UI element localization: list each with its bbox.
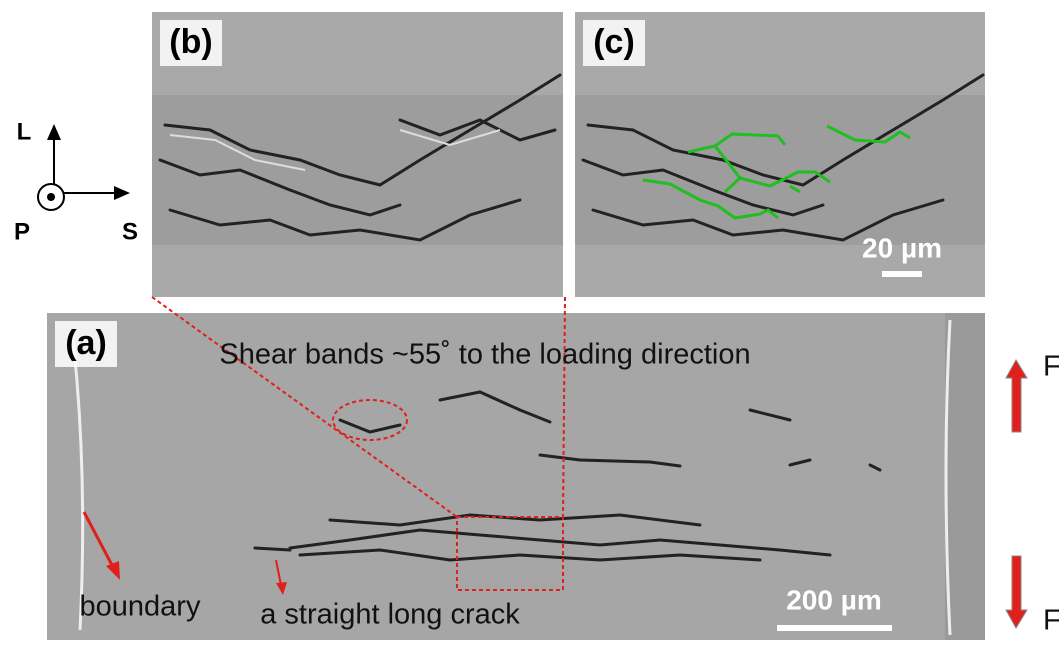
axis-label: L — [17, 118, 32, 145]
orientation-axes: L P S — [14, 118, 138, 245]
annotation: a straight long crack — [260, 599, 520, 631]
figure: (b) (c) 20 µm (a) Shear bands ~ — [0, 0, 1059, 645]
annotation: boundary — [80, 591, 201, 623]
axis-label: S — [122, 218, 138, 245]
scale-bar-label: 200 µm — [786, 584, 882, 615]
panel-a: (a) Shear bands ~55˚ to the loading dire… — [47, 297, 985, 640]
panel-b: (b) — [152, 12, 563, 297]
scale-bar-label: 20 µm — [862, 232, 942, 263]
caption: Shear bands ~55˚ to the loading directio… — [219, 339, 750, 371]
force-arrows: F F — [1006, 351, 1059, 637]
panel-c: (c) 20 µm — [575, 12, 985, 297]
panel-label: (c) — [593, 23, 635, 61]
axis-label: P — [14, 218, 30, 245]
panel-label: (b) — [169, 23, 212, 61]
force-label: F — [1043, 605, 1059, 637]
panel-label: (a) — [65, 324, 107, 362]
force-label: F — [1043, 351, 1059, 383]
scale-bar — [882, 271, 922, 277]
scale-bar — [777, 625, 892, 631]
